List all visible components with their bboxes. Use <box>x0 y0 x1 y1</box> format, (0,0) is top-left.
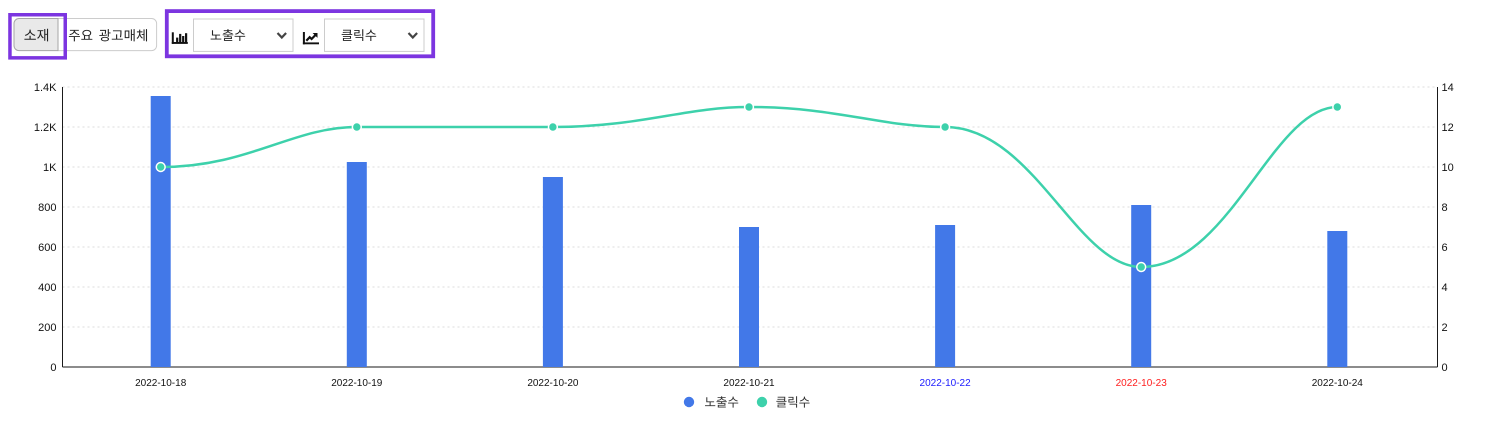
svg-text:2022-10-21: 2022-10-21 <box>723 378 775 389</box>
svg-text:2022-10-23: 2022-10-23 <box>1116 378 1168 389</box>
svg-text:1K: 1K <box>43 162 57 174</box>
svg-text:2: 2 <box>1442 322 1448 334</box>
svg-text:1.2K: 1.2K <box>34 122 57 134</box>
svg-text:4: 4 <box>1442 282 1448 294</box>
svg-text:600: 600 <box>38 242 56 254</box>
svg-text:400: 400 <box>38 282 56 294</box>
svg-text:2022-10-22: 2022-10-22 <box>920 378 972 389</box>
svg-text:2022-10-20: 2022-10-20 <box>527 378 579 389</box>
svg-text:800: 800 <box>38 202 56 214</box>
svg-text:10: 10 <box>1442 162 1454 174</box>
svg-text:2022-10-24: 2022-10-24 <box>1312 378 1364 389</box>
svg-text:1.4K: 1.4K <box>34 82 57 94</box>
svg-text:2022-10-18: 2022-10-18 <box>135 378 187 389</box>
svg-text:14: 14 <box>1442 82 1454 94</box>
svg-text:0: 0 <box>50 362 56 374</box>
svg-text:0: 0 <box>1442 362 1448 374</box>
svg-text:6: 6 <box>1442 242 1448 254</box>
svg-text:8: 8 <box>1442 202 1448 214</box>
svg-text:200: 200 <box>38 322 56 334</box>
svg-text:12: 12 <box>1442 122 1454 134</box>
svg-text:2022-10-19: 2022-10-19 <box>331 378 383 389</box>
